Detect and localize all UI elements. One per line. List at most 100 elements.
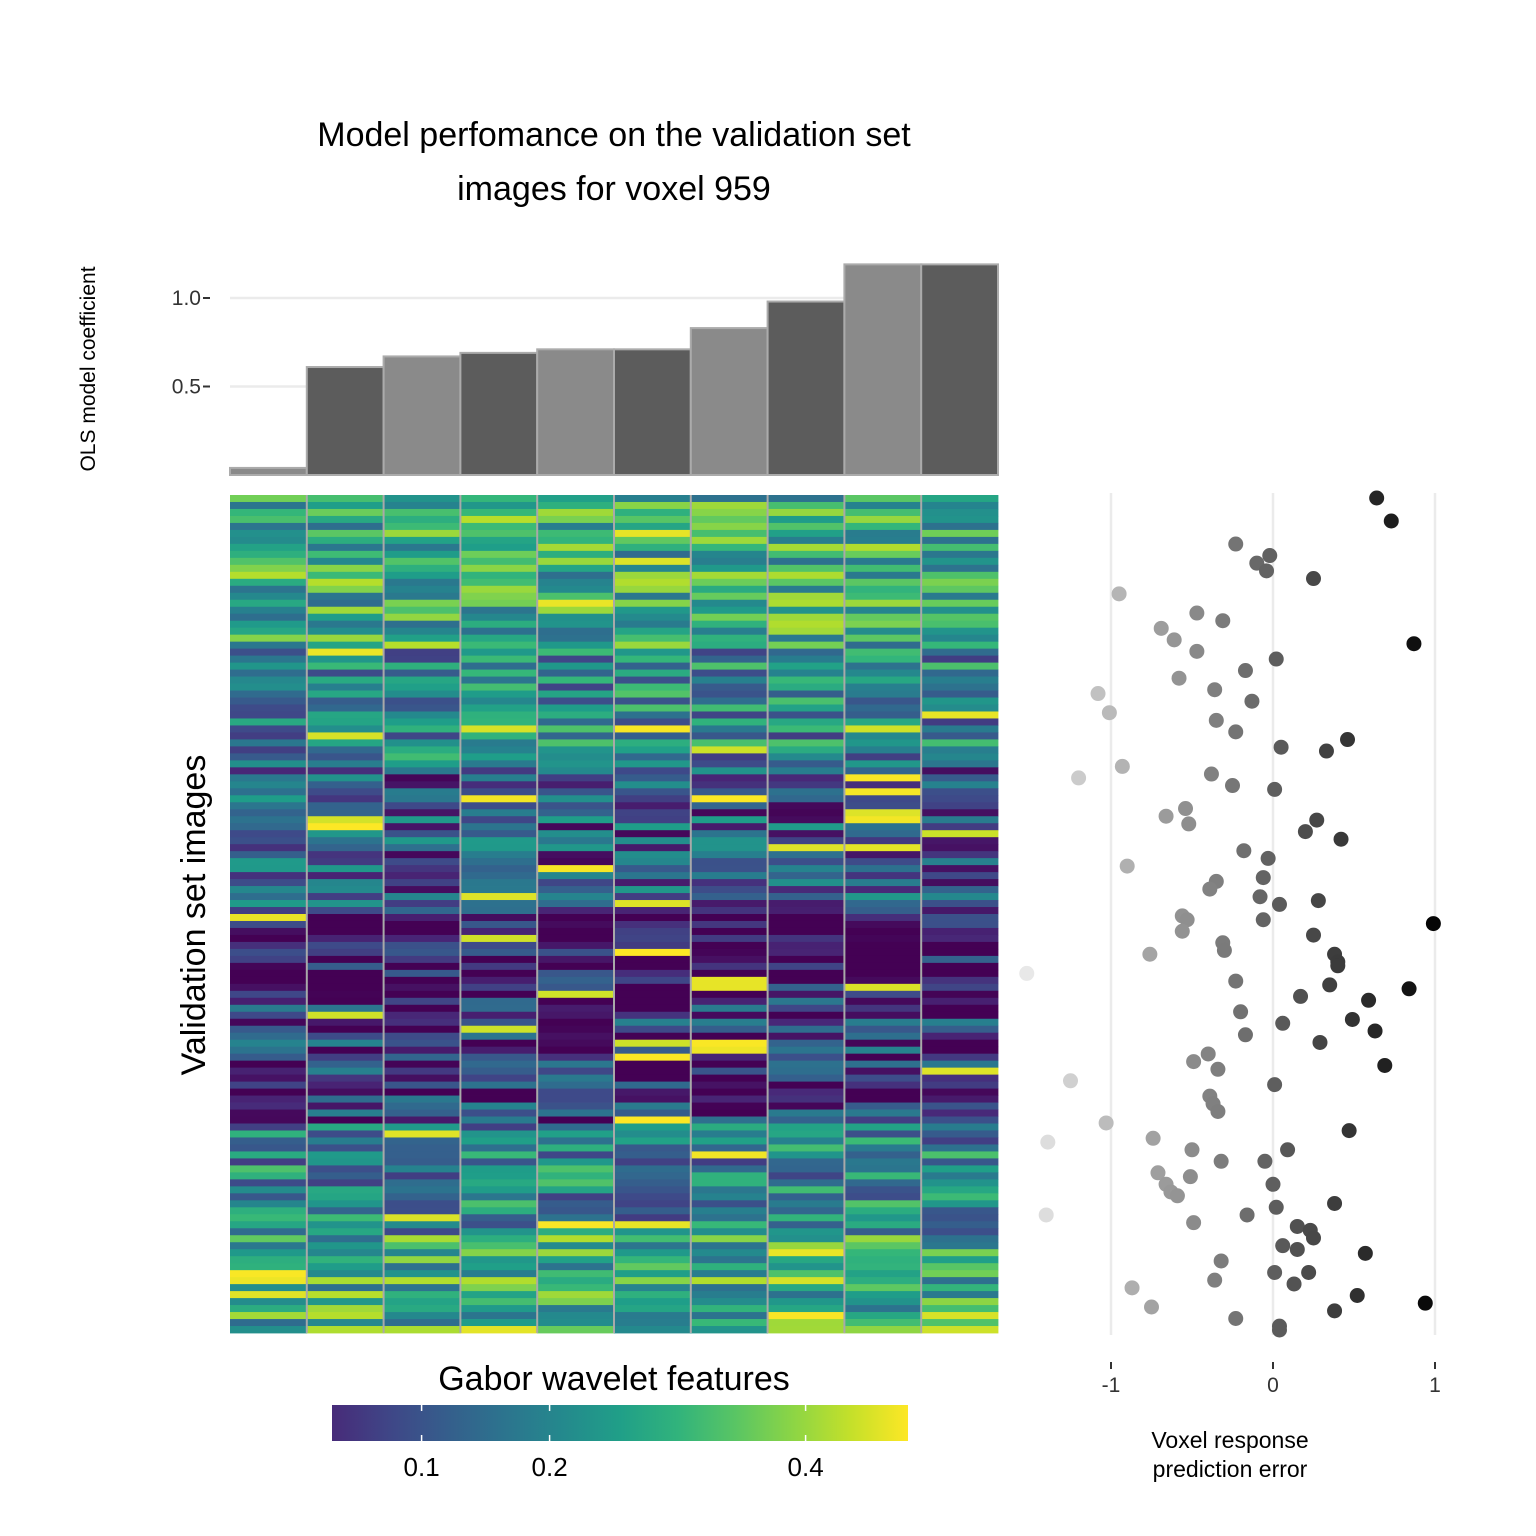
heatmap-cell <box>460 767 538 775</box>
heatmap-cell <box>460 641 538 650</box>
scatter-point <box>1169 1188 1185 1204</box>
heatmap-cell <box>844 1144 922 1152</box>
heatmap-cell <box>767 1144 845 1152</box>
heatmap-cell <box>306 1263 384 1271</box>
heatmap-cell <box>460 962 538 971</box>
heatmap-cell <box>537 648 615 657</box>
heatmap-cell <box>383 1109 461 1117</box>
colorbar-tick-label: 0.1 <box>404 1452 440 1482</box>
heatmap-cell <box>614 578 692 587</box>
heatmap-cell <box>460 844 538 852</box>
heatmap-cell <box>460 837 538 845</box>
scatter-point <box>1312 1034 1328 1050</box>
heatmap-cell <box>614 774 692 782</box>
heatmap-cell <box>306 1326 384 1334</box>
heatmap-cell <box>767 1137 845 1145</box>
heatmap-cell <box>537 837 615 845</box>
heatmap-cell <box>383 529 461 538</box>
heatmap-cell <box>306 495 384 503</box>
heatmap-cell <box>921 1137 999 1145</box>
heatmap-cell <box>690 1116 768 1124</box>
bar <box>305 366 385 476</box>
heatmap-cell <box>306 1256 384 1264</box>
heatmap-cell <box>921 893 999 901</box>
scatter-point <box>1038 1207 1054 1223</box>
heatmap-cell <box>460 495 538 503</box>
heatmap-cell <box>767 1060 845 1069</box>
heatmap-cell <box>383 774 461 782</box>
heatmap-cell <box>460 865 538 873</box>
heatmap-cell <box>690 704 768 712</box>
heatmap-cell <box>230 1109 308 1117</box>
heatmap-cell <box>383 1102 461 1110</box>
heatmap-cell <box>921 1319 999 1327</box>
heatmap-cell <box>614 1158 692 1166</box>
heatmap-cell <box>537 1109 615 1117</box>
heatmap-cell <box>921 955 999 964</box>
heatmap-cell <box>230 1123 308 1131</box>
heatmap-cell <box>690 1277 768 1285</box>
heatmap-cell <box>844 1088 922 1096</box>
heatmap-cell <box>614 592 692 601</box>
heatmap-cell <box>767 760 845 768</box>
heatmap-cell <box>230 1228 308 1236</box>
heatmap-cell <box>614 934 692 943</box>
heatmap-cell <box>230 1277 308 1285</box>
heatmap-cell <box>690 739 768 747</box>
heatmap-cell <box>921 934 999 943</box>
heatmap-cell <box>690 676 768 684</box>
heatmap-cell <box>460 907 538 915</box>
heatmap-cell <box>844 495 922 503</box>
heatmap-cell <box>614 1039 692 1048</box>
heatmap-cell <box>844 914 922 922</box>
heatmap-cell <box>306 1151 384 1159</box>
heatmap-cell <box>844 788 922 796</box>
heatmap-cell <box>690 669 768 677</box>
heatmap-cell <box>921 1249 999 1257</box>
heatmap-cell <box>306 955 384 964</box>
heatmap-cell <box>767 1067 845 1076</box>
heatmap-cell <box>614 1151 692 1159</box>
heatmap-cell <box>921 858 999 866</box>
heatmap-cell <box>921 732 999 740</box>
heatmap-cell <box>767 1221 845 1229</box>
heatmap-cell <box>690 515 768 524</box>
heatmap-cell <box>844 1032 922 1041</box>
heatmap-cell <box>844 893 922 901</box>
heatmap-cell <box>844 634 922 643</box>
heatmap-cell <box>383 948 461 957</box>
heatmap-cell <box>306 1046 384 1055</box>
heatmap-cell <box>921 1053 999 1062</box>
heatmap-cell <box>383 1018 461 1027</box>
heatmap-cell <box>383 795 461 803</box>
scatter-point <box>1265 1176 1281 1192</box>
heatmap-cell <box>614 606 692 615</box>
heatmap-cell <box>460 1179 538 1187</box>
heatmap-cell <box>844 585 922 594</box>
heatmap-cell <box>537 802 615 810</box>
heatmap-cell <box>230 865 308 873</box>
heatmap-cell <box>921 1067 999 1076</box>
heatmap-cell <box>460 648 538 657</box>
heatmap-cell <box>306 571 384 580</box>
heatmap-cell <box>306 1123 384 1131</box>
heatmap-cell <box>690 606 768 615</box>
heatmap-cell <box>767 1074 845 1082</box>
heatmap-cell <box>383 1305 461 1313</box>
heatmap-cell <box>767 725 845 733</box>
heatmap-cell <box>537 1179 615 1187</box>
heatmap-cell <box>230 1046 308 1055</box>
heatmap-cell <box>306 641 384 650</box>
scatter-point <box>1361 992 1377 1008</box>
heatmap-cell <box>614 851 692 859</box>
heatmap-cell <box>921 1235 999 1243</box>
heatmap-cell <box>383 662 461 670</box>
heatmap-cell <box>460 1214 538 1222</box>
heatmap-cell <box>614 1200 692 1208</box>
heatmap-cell <box>767 746 845 754</box>
heatmap-cell <box>306 851 384 859</box>
bar <box>382 355 462 476</box>
heatmap-cell <box>844 1193 922 1201</box>
heatmap-cell <box>306 1228 384 1236</box>
heatmap-cell <box>537 718 615 726</box>
